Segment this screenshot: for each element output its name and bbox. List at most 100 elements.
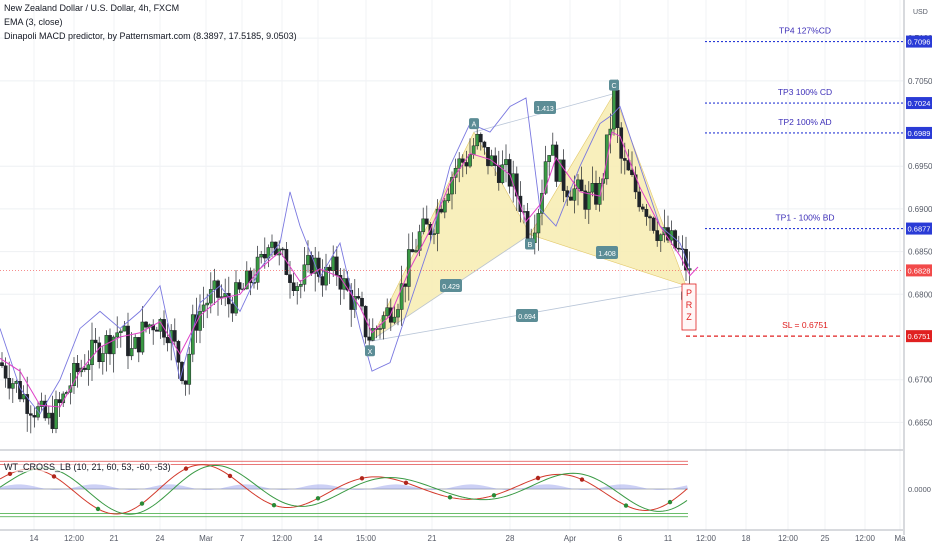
- ema-line: [0, 131, 699, 408]
- candle-down: [93, 339, 98, 344]
- cross-dot: [183, 466, 189, 471]
- candle-down: [482, 141, 487, 148]
- candle-down: [154, 329, 159, 332]
- target-label: TP4 127%CD: [779, 26, 831, 36]
- candle-up: [122, 325, 127, 332]
- candle-up: [450, 177, 454, 195]
- candle-up: [306, 255, 310, 266]
- ratio-label: 0.694: [518, 314, 536, 321]
- candle-down: [493, 155, 498, 166]
- macd-predictor-legend[interactable]: Dinapoli MACD predictor, by Patternsmart…: [4, 31, 297, 41]
- candle-down: [280, 248, 285, 251]
- candle-down: [478, 134, 483, 143]
- price-level-box: [906, 330, 932, 343]
- target-label: TP2 100% AD: [778, 117, 831, 127]
- price-level-box: [906, 222, 932, 235]
- candle-up: [324, 266, 328, 286]
- candle-up: [500, 164, 505, 183]
- candle-up: [536, 213, 541, 234]
- oscillator-legend[interactable]: WT_CROSS_LB (10, 21, 60, 53, -60, -53): [4, 462, 171, 472]
- candle-down: [554, 144, 559, 182]
- candle-down: [622, 158, 627, 161]
- ratio-badge: [440, 279, 462, 292]
- price-level-value: 0.7024: [908, 99, 931, 108]
- candle-down: [594, 183, 598, 205]
- price-tick-label: 0.6900: [908, 205, 932, 214]
- price-tick-label: 0.6800: [908, 290, 932, 299]
- pattern-point-badge: [609, 79, 619, 91]
- candle-down: [583, 190, 588, 210]
- candle-up: [158, 319, 163, 332]
- time-tick-label: 12:00: [778, 534, 799, 543]
- cross-dot: [579, 477, 585, 482]
- time-tick-label: 24: [156, 534, 165, 543]
- cross-dot: [623, 503, 629, 508]
- time-tick-label: 12:00: [855, 534, 876, 543]
- candle-down: [0, 362, 4, 366]
- pattern-point-label: C: [611, 83, 616, 90]
- candle-up: [298, 284, 303, 287]
- candle-up: [547, 155, 552, 162]
- time-tick-label: 7: [240, 534, 245, 543]
- candle-down: [50, 412, 55, 429]
- candle-up: [295, 286, 300, 291]
- cross-dot: [227, 473, 233, 479]
- oscillator-histogram: [0, 484, 688, 490]
- ema-legend[interactable]: EMA (3, close): [4, 17, 63, 27]
- candle-up: [414, 250, 418, 253]
- price-tick-label: 0.6950: [908, 162, 932, 171]
- candle-up: [586, 191, 591, 210]
- candle-down: [28, 413, 33, 416]
- current-price-value: 0.6828: [908, 266, 931, 275]
- ratio-badge: [596, 246, 618, 259]
- candle-down: [561, 159, 566, 191]
- price-tick-label: 0.7050: [908, 77, 932, 86]
- current-price-box: [906, 264, 932, 277]
- candle-down: [216, 280, 220, 298]
- candle-up: [446, 193, 451, 202]
- candle-down: [367, 336, 372, 341]
- target-label: TP3 100% CD: [778, 87, 832, 97]
- candle-down: [460, 158, 465, 163]
- candle-down: [655, 230, 660, 241]
- symbol-title[interactable]: New Zealand Dollar / U.S. Dollar, 4h, FX…: [4, 3, 180, 13]
- candle-down: [237, 282, 242, 290]
- candle-up: [208, 289, 213, 304]
- candle-down: [403, 283, 408, 287]
- price-tick-label: 0.6700: [908, 376, 932, 385]
- prz-letter: Z: [686, 312, 692, 322]
- candle-up: [550, 144, 555, 156]
- candle-down: [648, 216, 652, 219]
- candle-up: [54, 399, 58, 429]
- pattern-point-label: A: [472, 122, 477, 129]
- candle-down: [633, 174, 638, 193]
- candle-up: [590, 183, 595, 193]
- candle-down: [57, 399, 62, 404]
- prz-box: [681, 283, 697, 331]
- candle-down: [676, 247, 681, 250]
- candle-up: [475, 134, 480, 147]
- price-level-box: [906, 35, 932, 48]
- time-tick-label: 14: [30, 534, 39, 543]
- candle-down: [568, 196, 573, 201]
- candle-up: [115, 332, 120, 338]
- candle-down: [626, 160, 631, 171]
- price-level-value: 0.7096: [908, 38, 931, 47]
- candle-up: [658, 234, 663, 241]
- cross-dot: [139, 501, 145, 506]
- candle-up: [129, 348, 134, 357]
- candle-down: [172, 330, 177, 342]
- candle-down: [316, 257, 321, 277]
- candle-up: [471, 145, 476, 155]
- price-level-box: [906, 126, 932, 139]
- candle-down: [320, 276, 325, 286]
- candle-down: [75, 362, 80, 373]
- candle-up: [385, 307, 390, 316]
- candle-down: [25, 394, 30, 414]
- candle-down: [684, 248, 688, 271]
- time-tick-label: 25: [821, 534, 830, 543]
- price-level-box: [906, 97, 932, 110]
- price-tick-label: 0.6850: [908, 248, 932, 257]
- cross-dot: [491, 493, 497, 498]
